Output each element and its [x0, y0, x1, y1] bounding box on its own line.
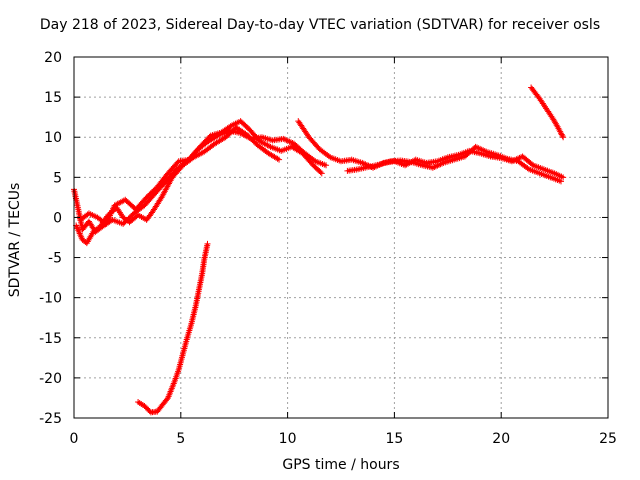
data-point	[558, 131, 565, 138]
grid-layer	[74, 57, 608, 418]
data-point	[317, 169, 324, 176]
data-point	[559, 132, 566, 139]
data-point	[552, 120, 559, 127]
series-track-early-3	[77, 118, 325, 227]
data-point	[151, 186, 158, 193]
x-tick-label: 20	[492, 431, 510, 447]
data-point	[244, 131, 251, 138]
data-point	[528, 161, 535, 168]
series-track-midday-2	[344, 143, 565, 185]
series-track-low	[135, 240, 211, 416]
data-point	[323, 162, 330, 169]
data-point	[560, 174, 567, 181]
data-point	[147, 190, 154, 197]
y-tick-label: -10	[39, 291, 62, 307]
tick-layer: -25 -20 -15 -10 -5 0 5 10 15 20 0 5 10 15 20 25	[39, 50, 617, 447]
plot-frame	[73, 56, 609, 419]
data-point	[144, 193, 151, 200]
data-point	[558, 130, 565, 137]
data-point	[245, 133, 252, 140]
data-point	[560, 134, 567, 141]
x-tick-label: 15	[385, 431, 403, 447]
series-track-late	[528, 84, 567, 141]
data-point	[318, 170, 325, 177]
y-tick-label: -5	[48, 251, 62, 267]
data-point	[148, 189, 155, 196]
data-point	[128, 213, 135, 220]
data-point	[204, 240, 211, 247]
y-tick-label: 5	[53, 170, 62, 186]
data-point	[142, 404, 149, 411]
y-tick-label: 15	[44, 90, 62, 106]
data-point	[535, 94, 542, 101]
y-tick-label: 20	[44, 50, 62, 66]
x-tick-label: 0	[70, 431, 79, 447]
data-point	[246, 134, 253, 141]
data-point	[248, 135, 255, 142]
data-point	[150, 187, 157, 194]
y-axis-label: SDTVAR / TECUs	[7, 182, 23, 298]
series-track-midday	[295, 118, 567, 181]
data-point	[146, 191, 153, 198]
data-layer	[71, 84, 567, 416]
data-point	[143, 194, 150, 201]
y-tick-label: -20	[39, 371, 62, 387]
data-point	[558, 178, 565, 185]
x-tick-label: 10	[279, 431, 297, 447]
y-tick-label: -25	[39, 411, 62, 427]
x-axis-label: GPS time / hours	[282, 457, 400, 473]
data-point	[146, 408, 153, 415]
data-point	[250, 138, 257, 145]
y-tick-label: 0	[53, 210, 62, 226]
data-point	[144, 405, 151, 412]
data-point	[145, 406, 152, 413]
data-point	[141, 402, 148, 409]
chart-title: Day 218 of 2023, Sidereal Day-to-day VTE…	[39, 17, 601, 33]
y-tick-label: -15	[39, 331, 62, 347]
data-point	[249, 137, 256, 144]
data-point	[252, 139, 259, 146]
data-point	[142, 195, 149, 202]
x-tick-label: 25	[599, 431, 617, 447]
data-point	[120, 220, 127, 227]
y-tick-label: 10	[44, 130, 62, 146]
data-point	[276, 156, 283, 163]
series-track-early-2	[73, 124, 283, 247]
x-tick-label: 5	[176, 431, 185, 447]
